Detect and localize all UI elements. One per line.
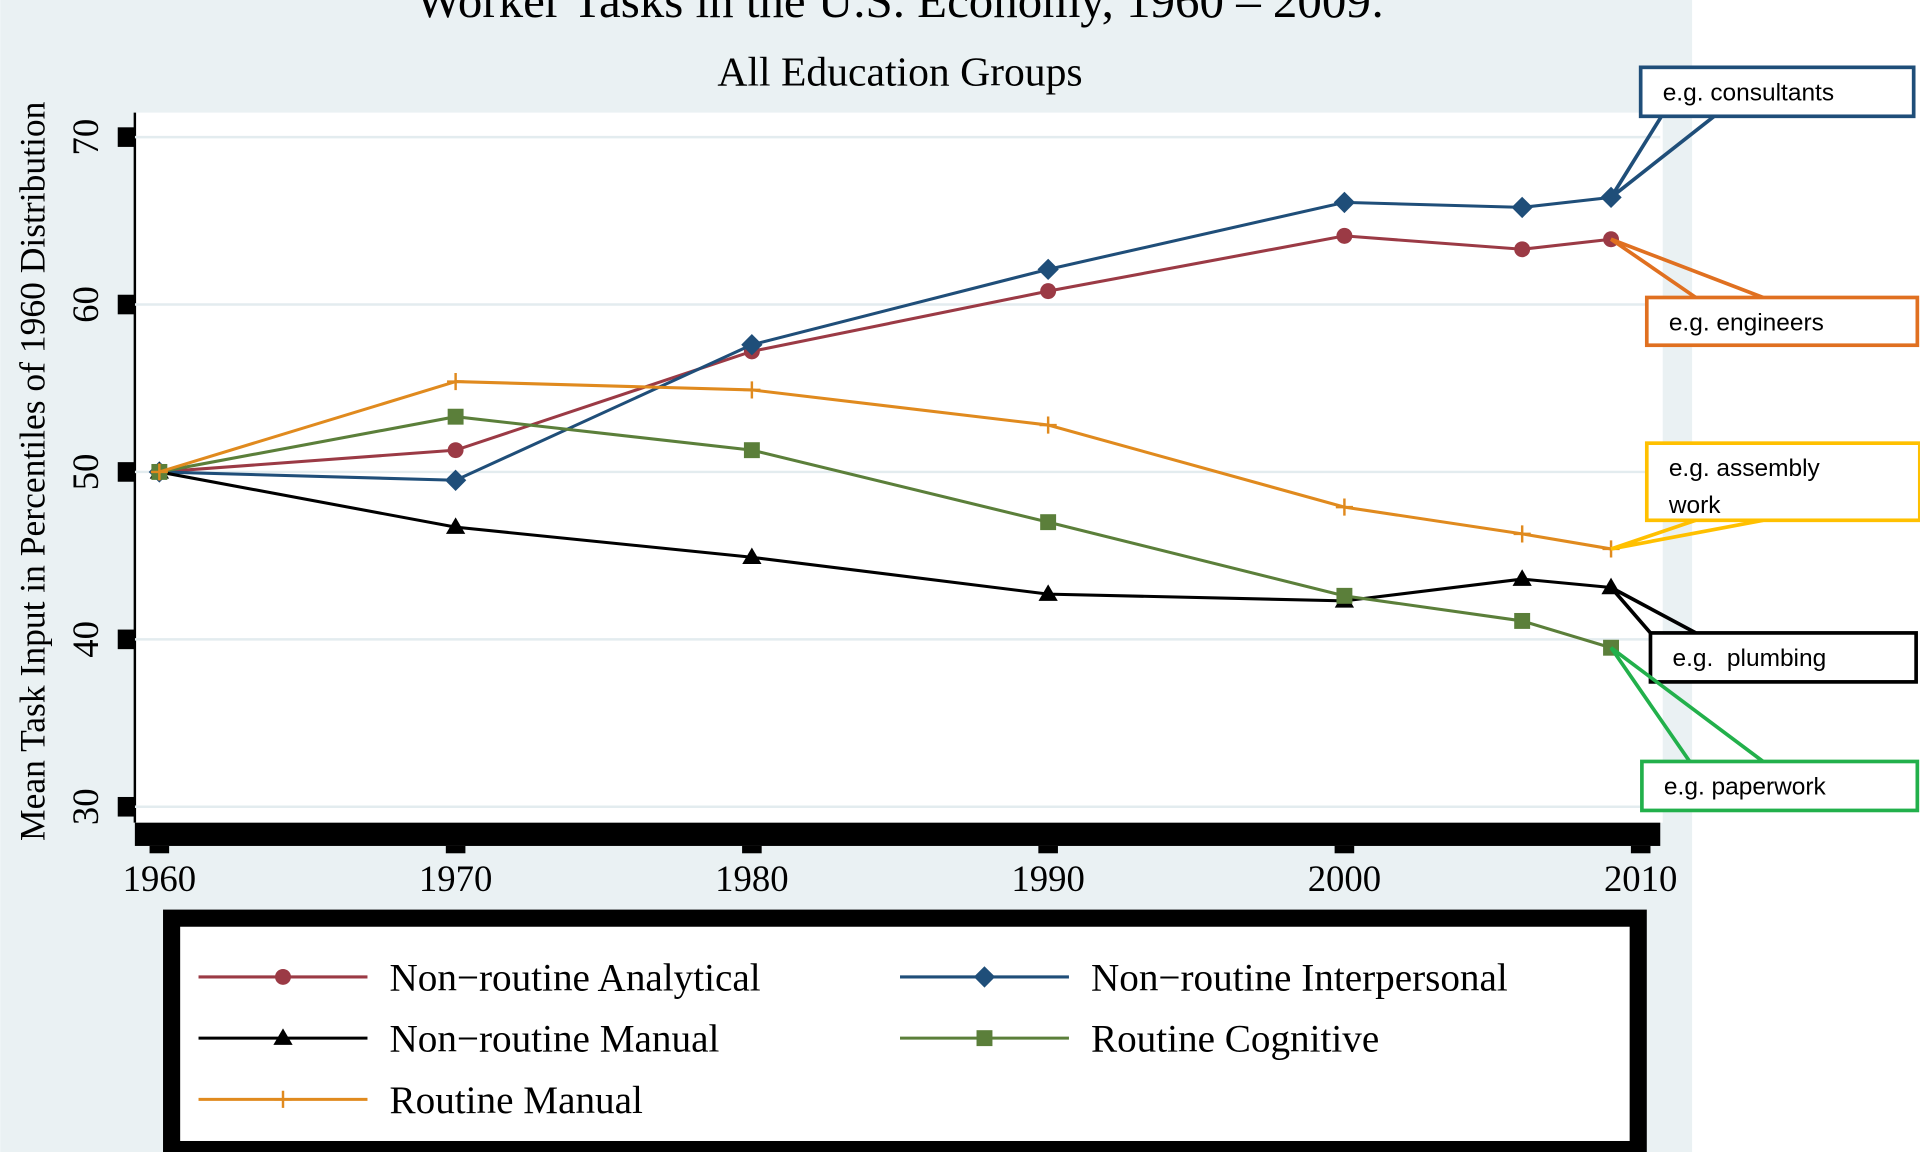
data-point [1335, 498, 1353, 516]
y-tick [117, 127, 135, 147]
data-point [1514, 612, 1531, 629]
legend [163, 909, 1647, 1152]
callout-text: e.g. engineers [1669, 310, 1824, 337]
callout-tail [1609, 114, 1716, 199]
x-tick [1630, 845, 1651, 854]
legend-label: Non−routine Analytical [390, 956, 761, 999]
chart-subtitle: All Education Groups [717, 50, 1082, 96]
callout-text: e.g. consultants [1663, 79, 1834, 106]
callout-box [1640, 759, 1920, 813]
data-point [743, 381, 761, 399]
legend-label: Routine Manual [390, 1079, 644, 1122]
data-point [1514, 241, 1531, 258]
legend-label: Non−routine Interpersonal [1091, 956, 1508, 999]
y-tick [117, 796, 135, 817]
data-point [445, 517, 466, 534]
data-point [1039, 416, 1057, 434]
legend-marker [976, 1030, 993, 1047]
data-point [742, 547, 762, 565]
callout-text: e.g. assembly [1669, 455, 1821, 482]
callout-tail [1610, 518, 1764, 551]
x-axis [134, 822, 1661, 846]
x-tick-label: 2010 [1604, 858, 1677, 899]
x-tick-label: 1980 [715, 858, 788, 899]
callout-box [1648, 631, 1918, 684]
callout-box [1644, 295, 1920, 348]
data-point [1040, 514, 1057, 531]
y-tick-label: 60 [65, 286, 106, 323]
data-point [1037, 258, 1059, 281]
y-tick [117, 462, 135, 482]
callout-tail [1609, 585, 1697, 635]
y-tick [117, 294, 135, 315]
x-tick-label: 1990 [1011, 858, 1084, 899]
data-point [1038, 584, 1058, 601]
data-point [447, 442, 464, 459]
callout-box [1644, 441, 1920, 523]
plot-area [134, 112, 1663, 823]
x-tick-label: 2000 [1308, 858, 1381, 899]
legend-marker [273, 1028, 293, 1045]
data-point [444, 469, 467, 491]
x-tick-label: 1960 [123, 858, 196, 899]
data-point [1336, 587, 1353, 604]
x-tick-label: 1970 [419, 858, 492, 899]
legend-marker [274, 1090, 292, 1108]
x-tick [149, 845, 170, 854]
legend-marker [973, 966, 996, 988]
data-point [150, 463, 168, 481]
legend-label: Non−routine Manual [390, 1018, 720, 1061]
data-point [1511, 196, 1533, 219]
data-point [447, 372, 465, 391]
callout-tail [1609, 646, 1765, 763]
x-tick [1038, 845, 1058, 854]
y-tick-label: 40 [65, 621, 106, 658]
y-tick-label: 50 [65, 454, 106, 491]
callout-tail [1610, 237, 1764, 300]
legend-label: Routine Cognitive [1091, 1018, 1379, 1061]
data-point [741, 334, 763, 356]
data-point [743, 442, 760, 459]
x-tick [742, 845, 762, 854]
data-point [1040, 283, 1057, 300]
x-tick [1334, 845, 1355, 854]
callout-text: e.g. plumbing [1673, 645, 1827, 672]
y-tick [117, 629, 135, 650]
callout-text: work [1668, 492, 1721, 519]
chart-title: Worker Tasks in the U.S. Economy, 1960 –… [416, 0, 1385, 28]
x-tick [445, 845, 466, 854]
y-tick-label: 70 [65, 119, 106, 156]
y-tick-label: 30 [65, 788, 106, 825]
data-point [447, 408, 464, 425]
y-axis-label: Mean Task Input in Percentiles of 1960 D… [12, 101, 52, 841]
data-point [1513, 525, 1531, 543]
callout-box [1638, 65, 1916, 119]
data-point [1336, 227, 1353, 244]
data-point [1512, 569, 1532, 586]
data-point [1333, 191, 1356, 214]
legend-marker [275, 968, 291, 985]
callout-text: e.g. paperwork [1664, 774, 1827, 801]
